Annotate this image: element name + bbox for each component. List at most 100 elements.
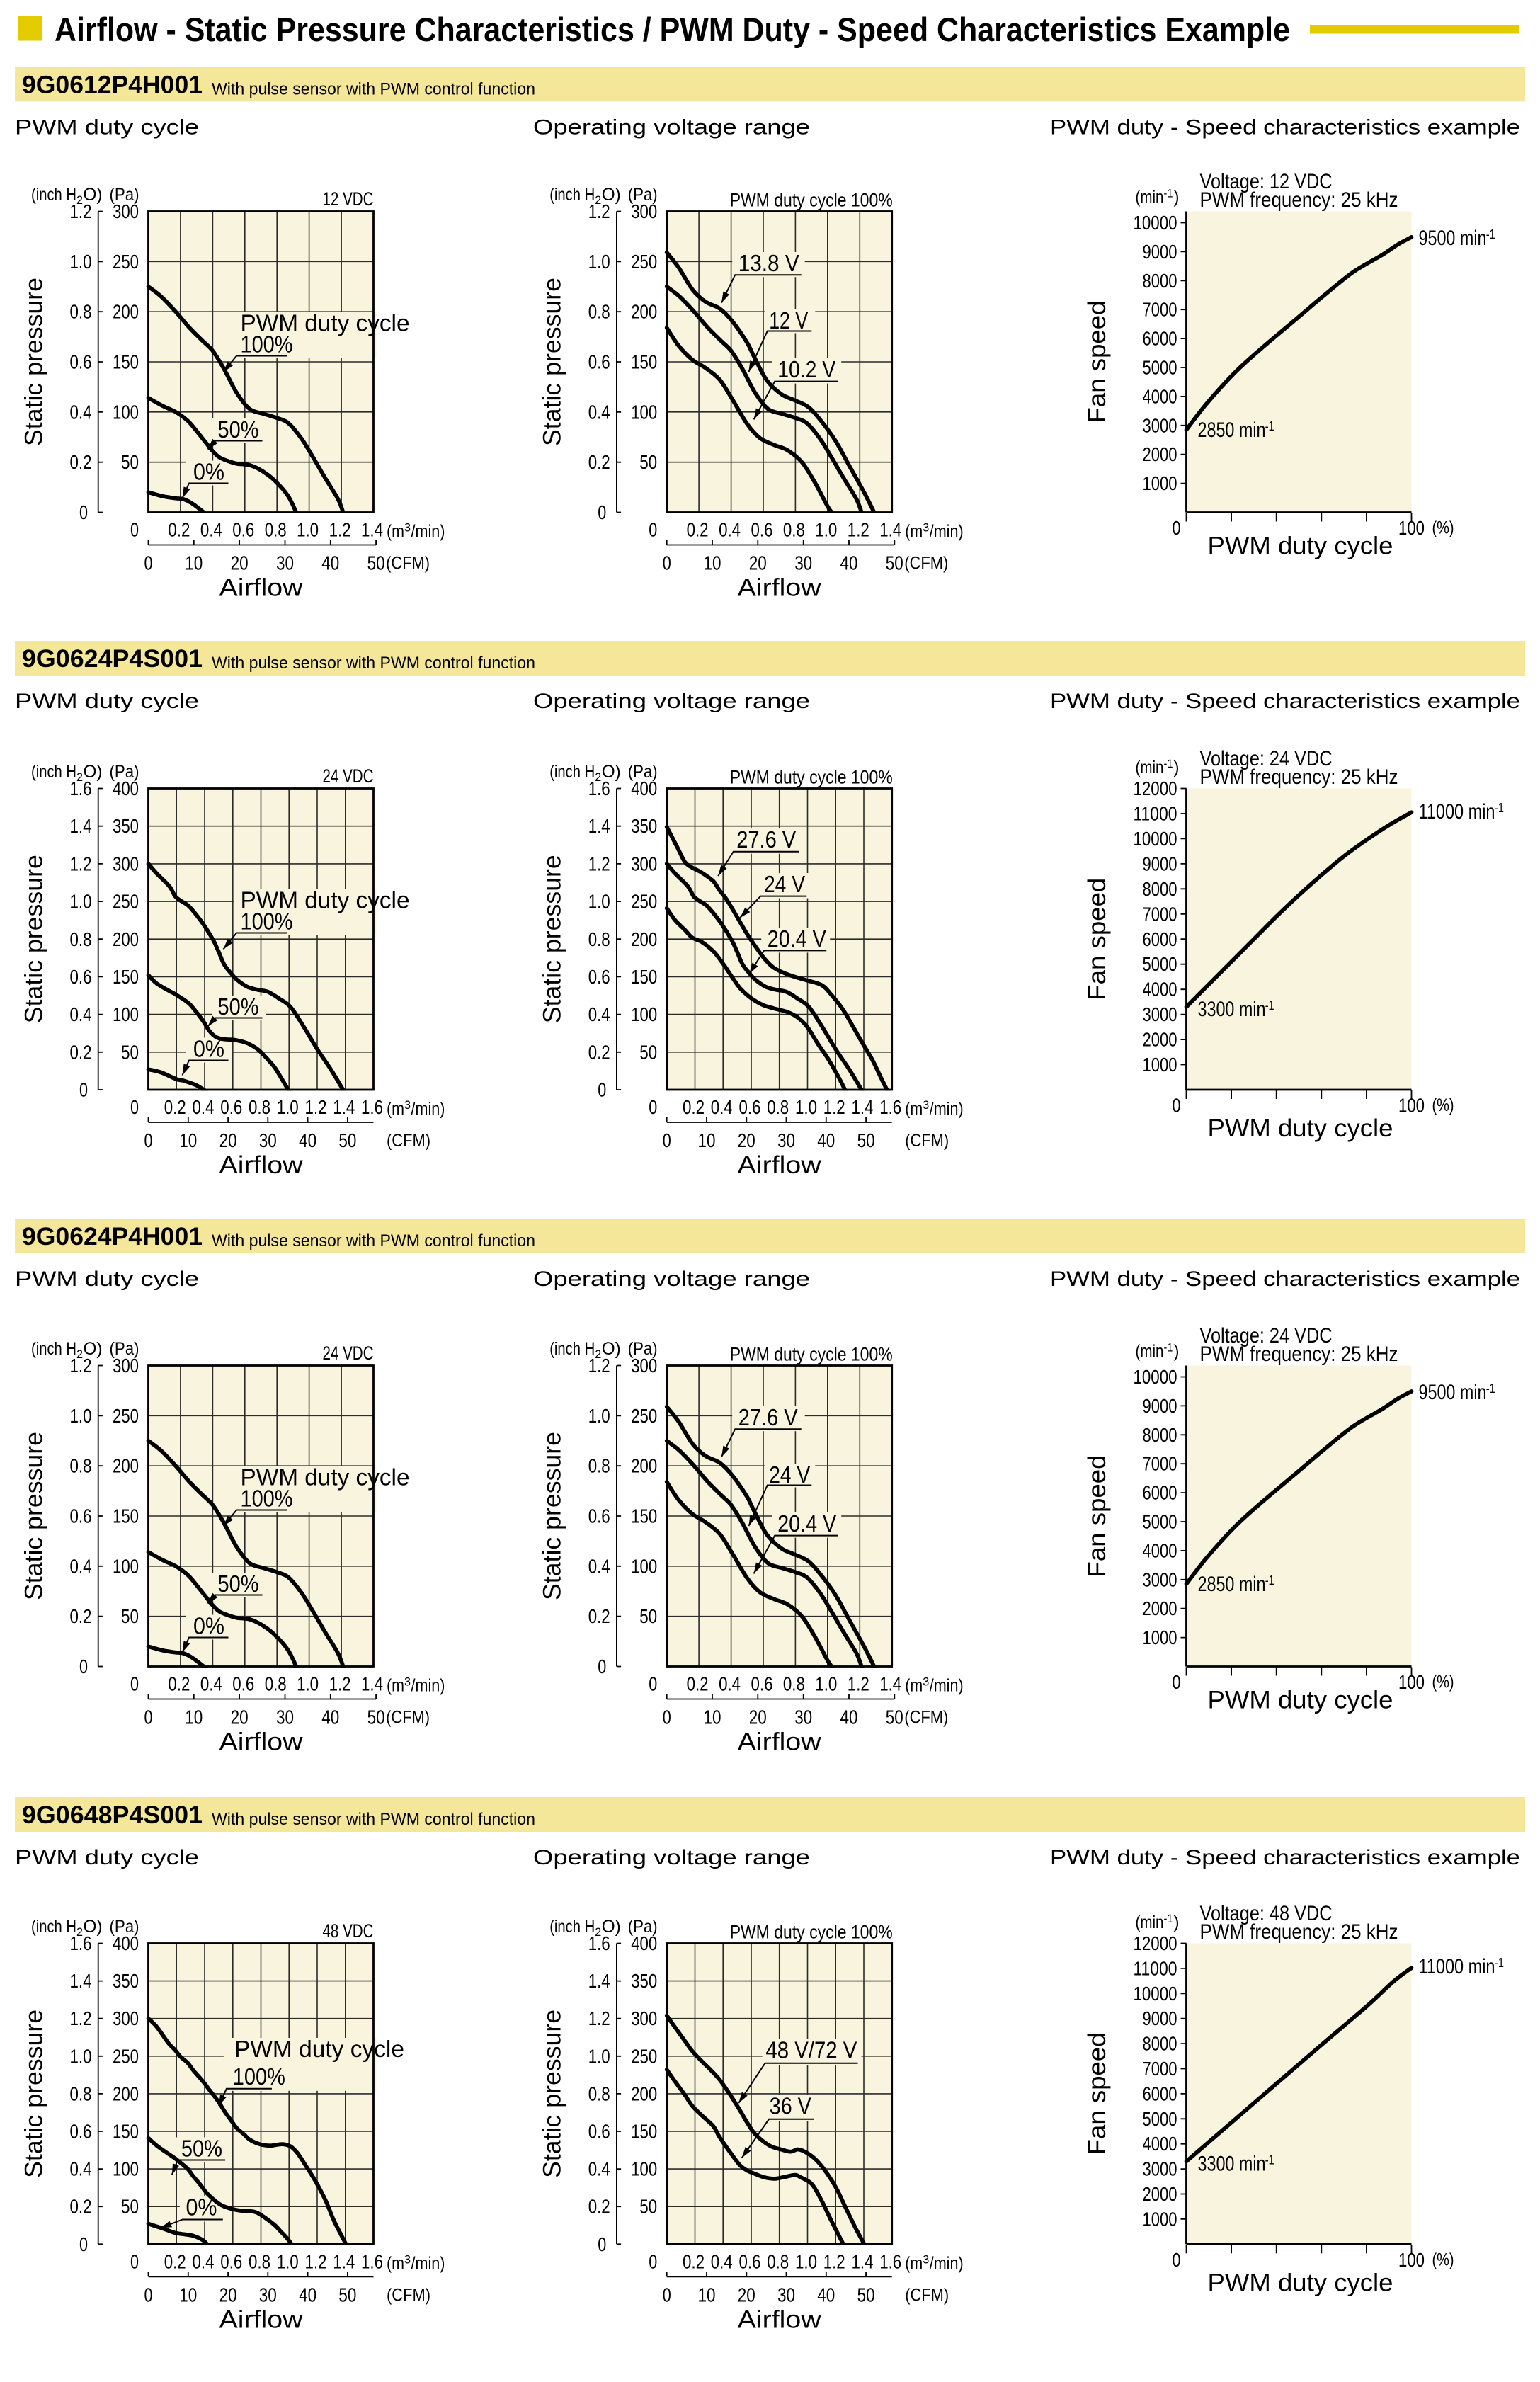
svg-text:(m: (m xyxy=(387,1099,404,1119)
svg-text:10000: 10000 xyxy=(1134,1983,1177,2005)
svg-text:50%: 50% xyxy=(181,2136,222,2162)
svg-text:11000 min: 11000 min xyxy=(1419,800,1495,824)
svg-text:0.6: 0.6 xyxy=(739,2250,761,2272)
svg-text:100: 100 xyxy=(1398,1671,1425,1693)
svg-text:10.2 V: 10.2 V xyxy=(777,356,835,382)
svg-text:0.6: 0.6 xyxy=(588,2121,610,2143)
svg-text:Static pressure: Static pressure xyxy=(21,1432,48,1600)
svg-text:/min): /min) xyxy=(930,2253,964,2273)
svg-text:10000: 10000 xyxy=(1134,1366,1177,1388)
svg-text:4000: 4000 xyxy=(1143,385,1177,407)
svg-text:-1: -1 xyxy=(1265,998,1274,1013)
svg-text:0.6: 0.6 xyxy=(588,351,610,373)
svg-text:200: 200 xyxy=(113,301,139,323)
svg-text:9500 min: 9500 min xyxy=(1419,227,1487,250)
svg-text:1.6: 1.6 xyxy=(361,1096,383,1118)
svg-text:100%: 100% xyxy=(233,2063,285,2090)
svg-text:0: 0 xyxy=(598,501,606,523)
svg-text:0.6: 0.6 xyxy=(588,966,610,988)
svg-text:1.2: 1.2 xyxy=(588,853,610,874)
svg-text:150: 150 xyxy=(113,966,139,988)
svg-text:O): O) xyxy=(84,1917,103,1937)
svg-text:1.0: 1.0 xyxy=(795,2250,817,2272)
svg-text:2000: 2000 xyxy=(1143,1029,1177,1051)
svg-text:With pulse sensor with PWM con: With pulse sensor with PWM control funct… xyxy=(212,1231,535,1250)
svg-text:(Pa): (Pa) xyxy=(110,1339,139,1359)
svg-text:350: 350 xyxy=(631,1970,657,1992)
svg-text:1.0: 1.0 xyxy=(588,2045,610,2067)
svg-text:0: 0 xyxy=(130,1096,139,1118)
svg-text:9000: 9000 xyxy=(1143,1395,1177,1417)
svg-text:1.6: 1.6 xyxy=(879,1096,901,1118)
svg-text:12000: 12000 xyxy=(1134,1932,1177,1954)
svg-text:200: 200 xyxy=(631,1455,657,1477)
svg-text:O): O) xyxy=(602,762,621,782)
svg-text:(m: (m xyxy=(387,2253,404,2273)
svg-text:0.6: 0.6 xyxy=(220,2250,242,2272)
svg-text:0: 0 xyxy=(1173,517,1181,539)
svg-text:0: 0 xyxy=(649,1096,657,1118)
svg-text:50: 50 xyxy=(857,2284,875,2306)
svg-text:1.2: 1.2 xyxy=(588,2007,610,2029)
svg-text:1.4: 1.4 xyxy=(70,815,92,837)
svg-text:250: 250 xyxy=(631,251,657,273)
svg-text:20: 20 xyxy=(749,552,767,574)
svg-text:10: 10 xyxy=(698,2284,716,2306)
svg-text:0.8: 0.8 xyxy=(783,1673,805,1695)
svg-text:150: 150 xyxy=(631,1505,657,1527)
svg-text:6000: 6000 xyxy=(1143,2082,1177,2104)
svg-text:50: 50 xyxy=(886,552,903,574)
svg-text:1.0: 1.0 xyxy=(815,1673,837,1695)
svg-text:/min): /min) xyxy=(930,1099,964,1119)
svg-text:1.0: 1.0 xyxy=(70,251,92,273)
svg-text:8000: 8000 xyxy=(1143,2033,1177,2055)
svg-text:PWM duty - Speed characteristi: PWM duty - Speed characteristics example xyxy=(1050,1846,1520,1869)
svg-text:0: 0 xyxy=(144,2284,153,2306)
svg-text:PWM duty cycle: PWM duty cycle xyxy=(15,115,199,139)
svg-text:400: 400 xyxy=(113,777,139,799)
svg-text:2850 min: 2850 min xyxy=(1198,1573,1266,1596)
svg-text:250: 250 xyxy=(631,891,657,913)
svg-text:PWM duty cycle: PWM duty cycle xyxy=(241,1464,410,1491)
svg-text:0.8: 0.8 xyxy=(265,1673,287,1695)
svg-text:50: 50 xyxy=(367,552,385,574)
svg-text:0.6: 0.6 xyxy=(70,966,92,988)
svg-text:1.4: 1.4 xyxy=(333,1096,355,1118)
svg-text:50: 50 xyxy=(639,2196,657,2218)
svg-text:With pulse sensor with PWM con: With pulse sensor with PWM control funct… xyxy=(212,79,535,98)
svg-text:-1: -1 xyxy=(1164,1912,1173,1925)
svg-text:3: 3 xyxy=(404,2252,411,2266)
svg-text:Static pressure: Static pressure xyxy=(539,2010,566,2178)
svg-text:2: 2 xyxy=(595,770,601,784)
svg-text:50: 50 xyxy=(338,2284,356,2306)
svg-text:0.6: 0.6 xyxy=(70,2121,92,2143)
svg-text:1.4: 1.4 xyxy=(588,1970,610,1992)
svg-text:100%: 100% xyxy=(241,331,293,358)
svg-text:30: 30 xyxy=(259,2284,277,2306)
svg-text:0.4: 0.4 xyxy=(719,1673,741,1695)
svg-text:100: 100 xyxy=(631,1003,657,1025)
svg-text:0: 0 xyxy=(663,1706,671,1728)
svg-text:(Pa): (Pa) xyxy=(628,1339,658,1359)
svg-text:20: 20 xyxy=(749,1706,767,1728)
svg-text:PWM duty - Speed characteristi: PWM duty - Speed characteristics example xyxy=(1050,690,1520,713)
svg-text:50: 50 xyxy=(121,1041,139,1063)
svg-text:0.2: 0.2 xyxy=(683,1096,705,1118)
svg-text:0.4: 0.4 xyxy=(719,519,741,541)
svg-text:0: 0 xyxy=(598,1656,606,1677)
svg-text:1.2: 1.2 xyxy=(848,519,869,541)
svg-text:12 V: 12 V xyxy=(769,307,808,334)
svg-text:300: 300 xyxy=(113,2007,139,2029)
svg-text:0.6: 0.6 xyxy=(588,1505,610,1527)
svg-text:3: 3 xyxy=(923,1675,929,1689)
svg-text:2: 2 xyxy=(595,1347,601,1361)
svg-text:PWM duty - Speed characteristi: PWM duty - Speed characteristics example xyxy=(1050,1267,1520,1291)
svg-text:2850 min: 2850 min xyxy=(1198,418,1266,442)
svg-text:7000: 7000 xyxy=(1143,299,1177,321)
svg-text:/min): /min) xyxy=(411,1099,445,1119)
svg-text:0.6: 0.6 xyxy=(751,519,773,541)
svg-text:12 VDC: 12 VDC xyxy=(323,188,374,210)
svg-text:Airflow: Airflow xyxy=(738,574,822,602)
svg-text:(Pa): (Pa) xyxy=(110,762,139,782)
svg-text:2000: 2000 xyxy=(1143,1597,1177,1619)
